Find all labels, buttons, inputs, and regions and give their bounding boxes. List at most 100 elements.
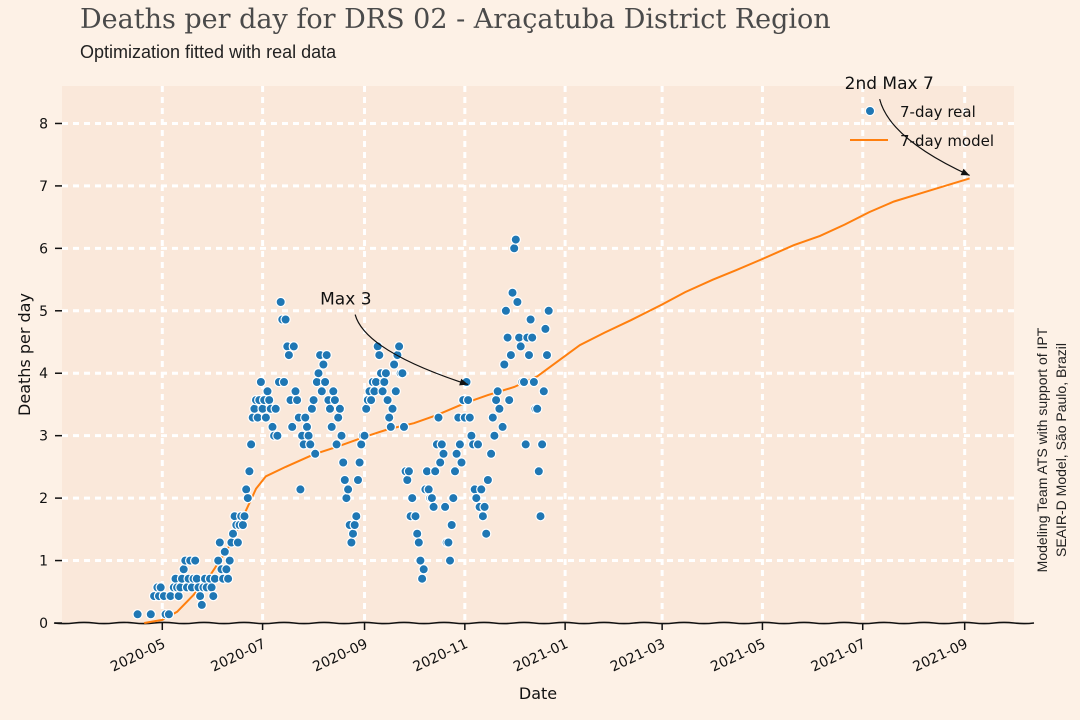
real-point (533, 466, 545, 477)
real-point (485, 448, 497, 459)
real-point (242, 492, 253, 504)
real-point (222, 573, 234, 584)
real-point (232, 537, 244, 548)
real-point (240, 484, 252, 495)
real-point (245, 439, 257, 450)
real-point (196, 599, 207, 611)
real-point (536, 439, 548, 450)
legend-marker-real (864, 105, 876, 117)
credit-line-1: Modeling Team ATS with support of IPT (1034, 327, 1050, 573)
real-point (412, 528, 423, 539)
real-point (520, 439, 531, 450)
real-point (435, 457, 446, 468)
x-tick-label: 2021-03 (608, 636, 668, 675)
real-point (374, 349, 385, 361)
real-point (481, 528, 492, 539)
real-point (305, 439, 316, 450)
real-point (283, 349, 295, 361)
real-point (518, 376, 530, 388)
y-axis: 0 1 2 3 4 5 6 7 8 (39, 116, 62, 632)
real-point (280, 314, 291, 325)
real-point (264, 394, 275, 406)
real-point (178, 564, 189, 575)
real-point (351, 511, 362, 522)
real-point (423, 484, 434, 495)
real-point (456, 457, 467, 468)
annotation-arrow (354, 314, 469, 386)
real-point (255, 376, 267, 388)
y-tick-label: 5 (39, 304, 48, 320)
real-point (449, 466, 461, 477)
real-point (403, 466, 415, 477)
real-point (439, 501, 451, 513)
real-point (479, 501, 490, 513)
real-point (494, 403, 505, 414)
real-point (145, 609, 156, 620)
y-tick-label: 3 (39, 429, 48, 445)
real-point (477, 511, 489, 522)
real-point (527, 332, 538, 343)
real-point (528, 376, 540, 388)
real-point (318, 359, 329, 370)
real-point (525, 314, 536, 325)
real-point (208, 590, 219, 602)
annotation-arrow (879, 98, 970, 176)
real-point (349, 519, 360, 531)
real-point (352, 474, 364, 486)
real-point (523, 349, 535, 361)
real-point (418, 564, 429, 575)
annotation-label: 2nd Max 7 (845, 74, 934, 94)
real-point (490, 394, 502, 406)
real-point (321, 349, 332, 361)
x-axis-line (53, 621, 1035, 625)
y-tick-label: 2 (39, 491, 48, 507)
real-point (365, 394, 377, 406)
real-point (359, 430, 370, 441)
y-axis-label: Deaths per day (15, 293, 34, 416)
real-point (543, 305, 554, 316)
x-tick-label: 2020-05 (108, 636, 168, 675)
real-point (454, 439, 466, 450)
real-point (275, 296, 286, 308)
real-point (505, 349, 517, 361)
x-tick-label: 2020-11 (411, 636, 471, 675)
real-point (416, 573, 428, 584)
real-point (415, 555, 426, 566)
real-point (382, 394, 393, 406)
real-point (388, 359, 400, 370)
real-point (244, 466, 255, 477)
real-point (227, 528, 239, 539)
x-tick-label: 2021-09 (911, 636, 971, 675)
real-point (436, 439, 447, 450)
annotation-arrowhead (459, 378, 469, 386)
real-point (270, 403, 281, 414)
real-point (380, 368, 392, 379)
y-tick-label: 6 (39, 241, 48, 257)
real-point (326, 421, 337, 433)
real-point (189, 555, 201, 566)
real-point (462, 394, 474, 406)
real-point (356, 439, 367, 450)
real-point (541, 349, 553, 361)
x-axis-baseline (53, 621, 1035, 625)
real-point (489, 430, 500, 441)
real-point (334, 403, 346, 414)
annotation-arrowhead (960, 168, 970, 176)
real-point (413, 537, 424, 548)
real-point (471, 492, 482, 504)
real-point (132, 609, 143, 620)
real-point (267, 421, 278, 433)
legend: 7-day real 7-day model (850, 103, 994, 150)
real-point (272, 430, 283, 441)
x-axis: 2020-05 2020-07 2020-09 2020-11 2021-01 2021-… (108, 623, 970, 675)
real-point (163, 609, 175, 620)
real-point (448, 492, 459, 504)
y-tick-label: 1 (39, 554, 48, 570)
real-point (492, 386, 503, 397)
real-point (313, 368, 324, 379)
real-point (499, 359, 510, 370)
x-tick-label: 2021-01 (511, 636, 571, 675)
real-point (336, 430, 347, 441)
real-point (535, 511, 546, 522)
real-point (384, 412, 395, 423)
